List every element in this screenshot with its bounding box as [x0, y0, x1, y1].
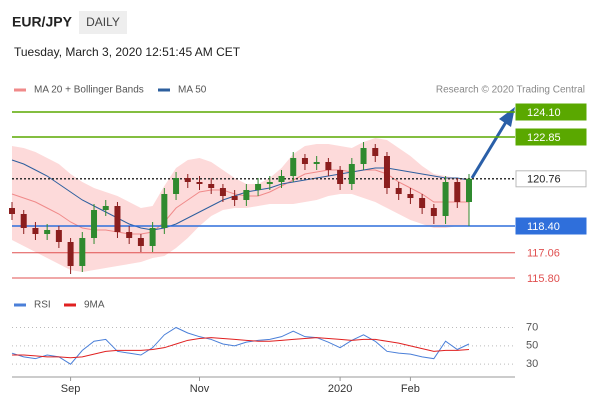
- candle-body: [173, 178, 180, 194]
- candle-body: [372, 148, 379, 156]
- candle-body: [266, 182, 273, 184]
- y-tick-label: 50: [526, 340, 538, 352]
- candle-body: [184, 178, 191, 182]
- candle-body: [126, 232, 133, 238]
- chart-title: EUR/JPY: [12, 14, 73, 30]
- legend-label: MA 50: [178, 85, 207, 96]
- x-tick-label: Nov: [190, 383, 210, 395]
- candle-body: [102, 206, 109, 210]
- candle-body: [137, 238, 144, 246]
- candle-body: [454, 182, 461, 202]
- level-label: 122.85: [527, 132, 561, 144]
- x-tick-label: Sep: [61, 383, 81, 395]
- candle-body: [243, 190, 250, 200]
- candle-body: [91, 210, 98, 238]
- candle-body: [9, 208, 15, 214]
- subtitle: Tuesday, March 3, 2020 12:51:45 AM CET: [14, 45, 241, 59]
- legend-label: MA 20 + Bollinger Bands: [34, 85, 144, 96]
- candle-body: [231, 196, 238, 200]
- candle-body: [20, 214, 27, 228]
- candle-body: [149, 228, 156, 246]
- level-label: 115.80: [527, 273, 560, 285]
- candle-body: [55, 230, 62, 242]
- candle-body: [161, 194, 168, 228]
- level-box: [515, 103, 587, 121]
- candle-body: [278, 176, 285, 182]
- candle-body: [466, 178, 472, 202]
- candle-body: [313, 162, 320, 164]
- line: [12, 337, 470, 359]
- line: [11, 159, 470, 231]
- candle-body: [208, 184, 215, 188]
- candle-body: [395, 188, 402, 194]
- x-tick-label: Feb: [401, 383, 420, 395]
- candle-body: [325, 162, 332, 170]
- candle-body: [430, 208, 437, 216]
- forecast-arrow: [470, 121, 508, 179]
- level-box: [515, 170, 587, 188]
- candle-body: [290, 158, 297, 176]
- y-tick-label: 70: [526, 321, 538, 333]
- candle-body: [255, 184, 262, 190]
- level-label: 120.76: [527, 174, 561, 186]
- candle-body: [196, 182, 203, 184]
- candle-body: [337, 170, 344, 184]
- candle-body: [79, 238, 86, 266]
- candle-body: [44, 230, 51, 234]
- level-label: 117.06: [527, 248, 560, 260]
- line: [11, 326, 470, 365]
- y-tick-label: 30: [526, 358, 538, 370]
- line: [11, 169, 469, 235]
- timeframe-box: [79, 11, 127, 34]
- candle-body: [407, 194, 414, 198]
- level-label: 118.40: [527, 221, 560, 233]
- candle-body: [219, 188, 226, 196]
- level-box: [515, 128, 587, 146]
- level-box: [515, 217, 587, 235]
- candle-body: [360, 148, 367, 164]
- candle-body: [419, 198, 426, 208]
- candle-body: [114, 206, 121, 232]
- candle-body: [442, 182, 449, 216]
- x-tick-label: 2020: [328, 383, 352, 395]
- timeframe: DAILY: [86, 15, 120, 29]
- level-label: 124.10: [527, 107, 561, 119]
- candle-body: [348, 164, 355, 184]
- candle-body: [383, 156, 390, 188]
- candle-body: [32, 228, 39, 234]
- legend-label: 9MA: [84, 300, 105, 311]
- candle-body: [301, 158, 308, 164]
- candle-body: [67, 242, 74, 266]
- source: Research © 2020 Trading Central: [436, 85, 585, 96]
- legend-label: RSI: [34, 300, 51, 311]
